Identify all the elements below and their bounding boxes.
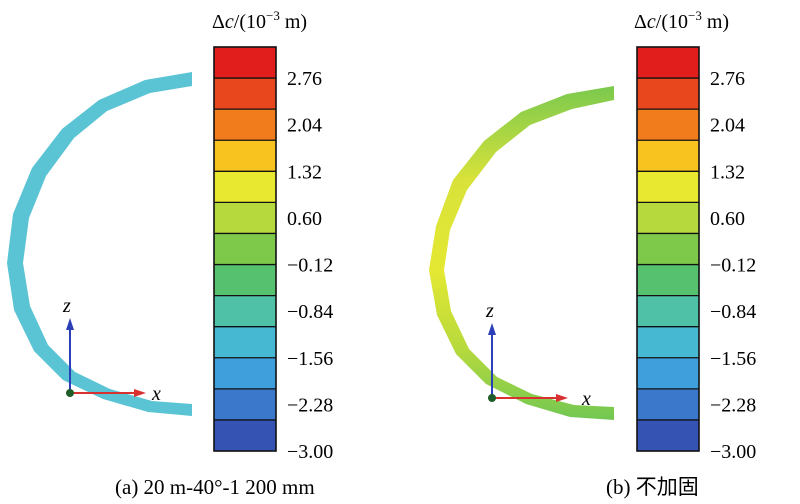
colorbar-band [214, 388, 276, 421]
colorbar-band [214, 295, 276, 328]
colorbar-tick-label: 1.32 [710, 161, 745, 183]
z-label-b: z [485, 300, 494, 322]
colorbar-tick-label: −1.56 [287, 348, 333, 370]
x-label-a: x [151, 383, 161, 405]
caption-a: (a) 20 m-40°-1 200 mm [115, 475, 315, 499]
colorbar-band [214, 419, 276, 452]
colorbar-band [214, 202, 276, 234]
colorbar-title-b: Δc/(10−3 m) [634, 8, 729, 33]
colorbar-band [637, 109, 699, 141]
colorbar-band [637, 140, 699, 172]
colorbar-band [214, 171, 276, 203]
colorbar-tick-label: 2.76 [710, 68, 745, 90]
colorbar-tick-label: −0.12 [710, 255, 756, 277]
colorbar-band [637, 47, 699, 79]
panel-a: z x [7, 72, 192, 416]
lining-ring-a [7, 72, 192, 416]
x-arrow-a [134, 389, 146, 397]
colorbar-band [214, 140, 276, 172]
colorbar-band [637, 295, 699, 328]
x-label-b: x [581, 388, 591, 410]
colorbar-frame [636, 46, 700, 452]
colorbar-band [637, 78, 699, 110]
colorbar-tick-label: 1.32 [287, 161, 322, 183]
colorbar-a: 2.76 2.04 1.32 0.60 −0.12 −0.84 −1.56 −2.28 −3.0… [213, 46, 333, 463]
colorbar-band [637, 388, 699, 421]
colorbar-tick-label: 2.04 [710, 115, 745, 137]
lining-ring-b [429, 86, 614, 420]
colorbar-tick-label: 0.60 [287, 208, 322, 230]
z-label-a: z [62, 295, 71, 317]
colorbar-band [637, 419, 699, 452]
colorbar-tick-label: −2.28 [710, 394, 756, 416]
colorbar-band [214, 78, 276, 110]
colorbar-tick-label: −3.00 [710, 441, 756, 463]
colorbar-tick-label: −0.12 [287, 255, 333, 277]
colorbar-band [214, 233, 276, 266]
origin-b [488, 394, 496, 402]
colorbar-band [637, 171, 699, 203]
colorbar-band [637, 326, 699, 359]
colorbar-tick-label: −0.84 [710, 301, 756, 323]
origin-a [66, 389, 74, 397]
colorbar-band [637, 202, 699, 234]
colorbar-band [214, 326, 276, 359]
colorbar-tick-label: −0.84 [287, 301, 333, 323]
colorbar-tick-label: −1.56 [710, 348, 756, 370]
z-arrow-a [66, 318, 74, 330]
colorbar-band [637, 357, 699, 390]
colorbar-tick-label: −2.28 [287, 394, 333, 416]
colorbar-b: 2.76 2.04 1.32 0.60 −0.12 −0.84 −1.56 −2.28 −3.0… [636, 46, 756, 463]
colorbar-title-a: Δc/(10−3 m) [212, 8, 307, 33]
z-arrow-b [488, 323, 496, 335]
panel-b: z x [429, 86, 614, 420]
colorbar-tick-label: −3.00 [287, 441, 333, 463]
colorbar-frame [213, 46, 277, 452]
x-arrow-b [556, 394, 568, 402]
colorbar-band [214, 264, 276, 297]
colorbar-band [637, 233, 699, 266]
colorbar-tick-label: 2.76 [287, 68, 322, 90]
colorbar-band [214, 109, 276, 141]
colorbar-band [214, 357, 276, 390]
caption-b: (b) 不加固 [606, 475, 699, 499]
colorbar-tick-label: 2.04 [287, 115, 322, 137]
colorbar-tick-label: 0.60 [710, 208, 745, 230]
colorbar-band [637, 264, 699, 297]
colorbar-band [214, 47, 276, 79]
